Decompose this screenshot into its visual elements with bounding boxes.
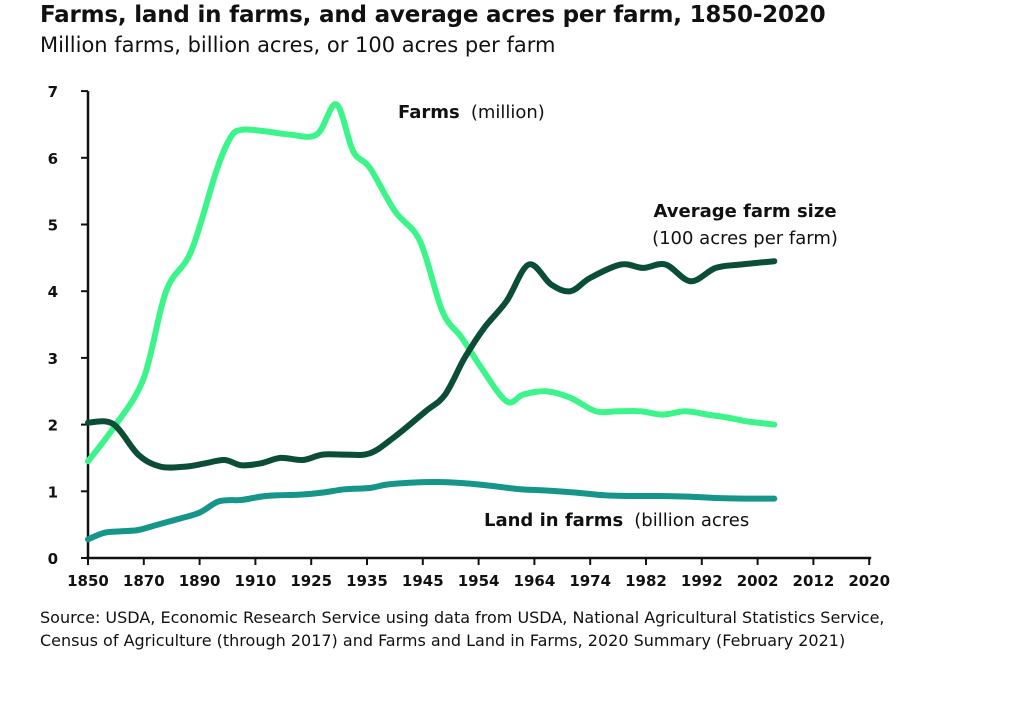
x-tick-label: 2002 — [737, 572, 779, 590]
land-label-unit: (billion acres — [634, 510, 749, 531]
source-note: Source: USDA, Economic Research Service … — [40, 608, 885, 650]
x-tick-label: 1992 — [681, 572, 723, 590]
avg-size-label-bold: Average farm size — [653, 201, 836, 222]
x-tick-label: 1850 — [67, 572, 109, 590]
farms-label-bold: Farms — [398, 102, 460, 123]
farms-line — [85, 101, 778, 465]
x-tick-label: 1890 — [179, 572, 221, 590]
farms-series-label: Farms (million) — [398, 102, 545, 123]
line-chart: 0 1 2 3 4 5 6 7 1850 1870 1890 1910 1925 1935 1945 195… — [48, 83, 891, 590]
y-tick-label: 2 — [48, 417, 58, 435]
x-tick-label: 2020 — [848, 572, 890, 590]
x-tick-label: 1974 — [569, 572, 611, 590]
chart-title: Farms, land in farms, and average acres … — [40, 2, 826, 28]
y-axis-ticks: 0 1 2 3 4 5 6 7 — [48, 83, 88, 568]
avg-size-label-unit: (100 acres per farm) — [652, 228, 838, 249]
y-tick-label: 5 — [48, 217, 58, 235]
x-tick-label: 1964 — [514, 572, 556, 590]
y-tick-label: 6 — [48, 150, 58, 168]
x-tick-label: 1982 — [625, 572, 667, 590]
x-tick-label: 1935 — [346, 572, 388, 590]
x-tick-label: 1954 — [458, 572, 500, 590]
x-tick-label: 1910 — [235, 572, 277, 590]
x-tick-label: 1925 — [290, 572, 332, 590]
y-tick-label: 1 — [48, 483, 58, 501]
chart-subtitle: Million farms, billion acres, or 100 acr… — [40, 33, 556, 57]
land-label-bold: Land in farms — [484, 510, 623, 531]
land-series-label: Land in farms (billion acres — [484, 510, 749, 531]
land-in-farms-line — [85, 478, 778, 543]
y-tick-label: 0 — [48, 550, 58, 568]
average-farm-size-line — [85, 258, 778, 471]
x-axis-ticks: 1850 1870 1890 1910 1925 1935 1945 1954 1964 1974… — [67, 558, 890, 590]
y-tick-label: 3 — [48, 350, 58, 368]
series-lines — [85, 101, 778, 543]
x-tick-label: 2012 — [793, 572, 835, 590]
y-tick-label: 4 — [48, 283, 58, 301]
x-tick-label: 1945 — [402, 572, 444, 590]
y-tick-label: 7 — [48, 83, 58, 101]
x-tick-label: 1870 — [123, 572, 165, 590]
farms-label-unit: (million) — [471, 102, 545, 123]
